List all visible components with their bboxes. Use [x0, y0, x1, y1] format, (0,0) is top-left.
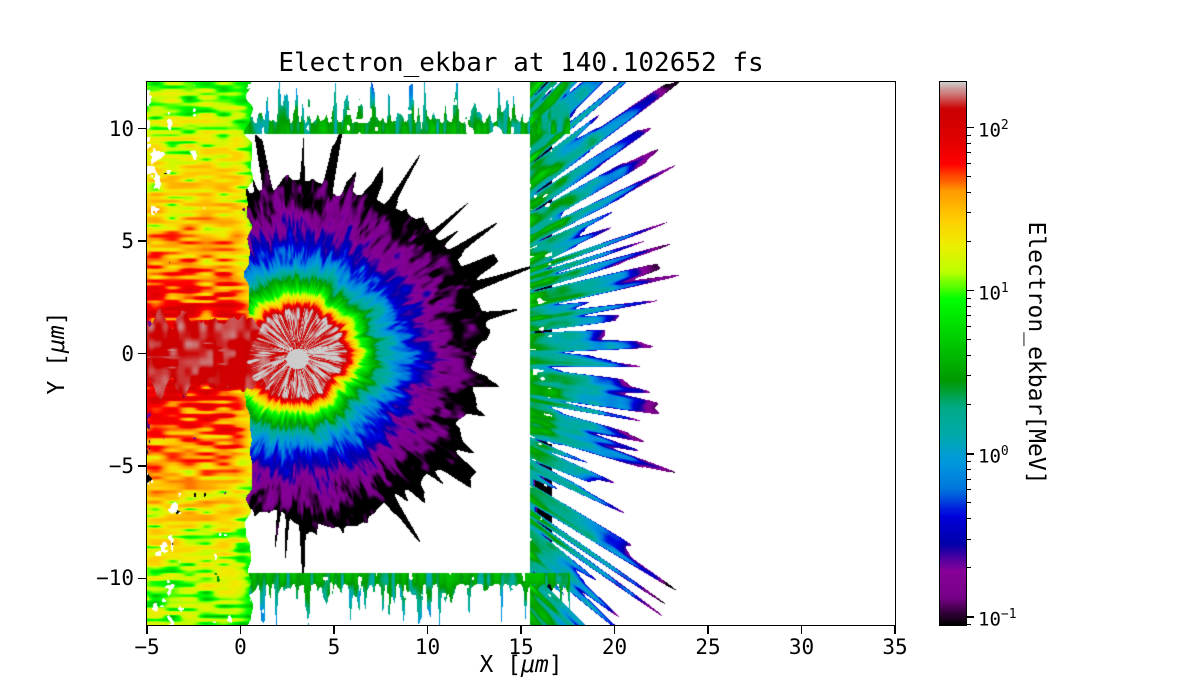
x-axis-label-prefix: X [ [479, 652, 521, 678]
colorbar-minor-tick [967, 134, 971, 136]
colorbar-minor-tick [967, 518, 971, 520]
y-tick-label: 10 [108, 116, 134, 141]
x-tick-label: 20 [601, 635, 628, 659]
colorbar-minor-tick [967, 326, 971, 328]
x-tick [426, 626, 429, 634]
heatmap-canvas [147, 82, 895, 625]
x-tick-label: 35 [882, 635, 908, 659]
colorbar-minor-tick [967, 623, 971, 625]
colorbar-tick-label: 10−1 [978, 606, 1017, 631]
y-tick-label: −5 [108, 453, 134, 478]
colorbar-minor-tick [967, 315, 971, 317]
x-tick-label: −5 [134, 635, 160, 659]
colorbar-minor-tick [967, 176, 971, 178]
colorbar-tick [967, 453, 974, 455]
colorbar-minor-tick [967, 152, 971, 154]
colorbar-minor-tick [967, 163, 971, 165]
colorbar-minor-tick [967, 241, 971, 243]
colorbar-label: Electron_ekbar[MeV] [1023, 221, 1049, 485]
plot-area [146, 81, 896, 626]
x-tick-label: 5 [327, 635, 341, 659]
x-tick-label: 30 [788, 635, 815, 659]
x-tick-label: 0 [234, 635, 247, 659]
x-tick [707, 626, 709, 634]
colorbar-canvas [940, 82, 966, 625]
colorbar-minor-tick [967, 469, 971, 471]
colorbar [939, 81, 967, 626]
x-axis-label: X [μm] [479, 652, 562, 678]
colorbar-minor-tick [967, 375, 971, 377]
y-axis-label-suffix: ] [44, 311, 70, 326]
y-tick [138, 465, 146, 467]
colorbar-tick-label: 100 [978, 443, 1009, 468]
colorbar-minor-tick [967, 142, 971, 144]
y-tick [138, 127, 146, 130]
colorbar-minor-tick [967, 192, 971, 194]
colorbar-minor-tick [967, 460, 971, 462]
x-tick [613, 626, 616, 634]
x-tick [333, 626, 335, 634]
y-tick-label: −10 [96, 566, 134, 591]
colorbar-minor-tick [967, 306, 971, 308]
y-axis-label: Y [μm] [44, 311, 70, 394]
y-tick-label: 5 [121, 229, 134, 254]
y-axis-label-prefix: Y [ [44, 353, 70, 395]
x-tick [146, 626, 148, 634]
y-tick [138, 240, 146, 242]
colorbar-minor-tick [967, 567, 971, 569]
colorbar-tick [967, 289, 974, 292]
x-tick [800, 626, 803, 634]
colorbar-minor-tick [967, 538, 971, 540]
plot-title: Electron_ekbar at 140.102652 fs [278, 48, 764, 78]
colorbar-minor-tick [967, 212, 971, 214]
x-axis-label-suffix: ] [548, 652, 563, 678]
colorbar-minor-tick [967, 297, 971, 299]
colorbar-minor-tick [967, 489, 971, 491]
colorbar-minor-tick [967, 478, 971, 480]
colorbar-minor-tick [967, 355, 971, 357]
x-tick [894, 626, 896, 634]
x-tick-label: 10 [414, 635, 441, 659]
colorbar-minor-tick [967, 404, 971, 406]
x-axis-unit: μm [520, 652, 549, 678]
y-tick [138, 352, 146, 355]
y-tick [138, 577, 146, 580]
colorbar-minor-tick [967, 502, 971, 504]
colorbar-tick [967, 616, 974, 618]
x-tick [520, 626, 522, 634]
y-tick-label: 0 [121, 341, 134, 366]
x-tick-label: 25 [695, 635, 721, 659]
y-axis-unit: μm [44, 325, 70, 354]
colorbar-tick [967, 126, 974, 129]
colorbar-minor-tick [967, 339, 971, 341]
colorbar-tick-label: 102 [978, 117, 1009, 141]
x-tick [239, 626, 242, 634]
colorbar-tick-label: 101 [978, 280, 1009, 305]
